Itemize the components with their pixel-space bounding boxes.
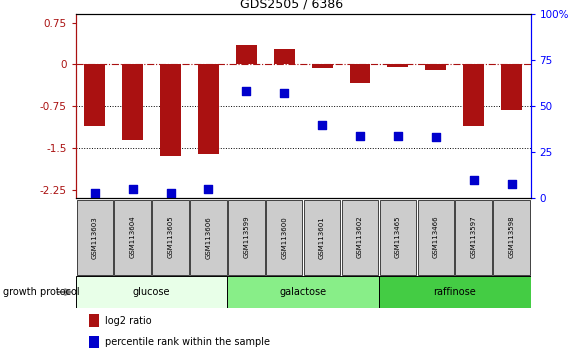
Bar: [160, 64, 181, 156]
Point: [317, 122, 326, 127]
Bar: [76, 276, 227, 308]
Text: GSM113602: GSM113602: [357, 216, 363, 258]
Point: [469, 177, 478, 183]
Point: [393, 133, 402, 138]
Bar: [350, 64, 370, 83]
Bar: [190, 200, 227, 275]
Text: glucose: glucose: [133, 287, 170, 297]
Bar: [342, 200, 378, 275]
Bar: [426, 64, 446, 70]
Bar: [228, 200, 265, 275]
Point: [128, 186, 138, 192]
Text: GSM113465: GSM113465: [395, 216, 401, 258]
Text: GSM113603: GSM113603: [92, 216, 98, 258]
Bar: [463, 64, 484, 126]
Text: GDS2505 / 6386: GDS2505 / 6386: [240, 0, 343, 11]
Bar: [417, 200, 454, 275]
Bar: [198, 64, 219, 154]
Text: GSM113597: GSM113597: [470, 216, 477, 258]
Bar: [388, 64, 408, 67]
Text: GSM113599: GSM113599: [243, 216, 250, 258]
Bar: [236, 45, 257, 64]
Bar: [114, 200, 151, 275]
Bar: [312, 64, 332, 68]
Text: GSM113606: GSM113606: [205, 216, 212, 258]
Bar: [227, 276, 379, 308]
Bar: [304, 200, 340, 275]
Text: percentile rank within the sample: percentile rank within the sample: [106, 337, 271, 347]
Bar: [501, 64, 522, 110]
Point: [204, 186, 213, 192]
Point: [166, 190, 175, 195]
Bar: [122, 64, 143, 140]
Text: galactose: galactose: [280, 287, 326, 297]
Bar: [152, 200, 189, 275]
Bar: [380, 200, 416, 275]
Text: GSM113598: GSM113598: [508, 216, 515, 258]
Bar: [89, 336, 100, 348]
Bar: [455, 200, 492, 275]
Text: GSM113600: GSM113600: [281, 216, 287, 258]
Text: GSM113601: GSM113601: [319, 216, 325, 258]
Text: log2 ratio: log2 ratio: [106, 316, 152, 326]
Text: GSM113466: GSM113466: [433, 216, 439, 258]
Bar: [85, 64, 105, 126]
Point: [90, 190, 99, 195]
Text: raffinose: raffinose: [433, 287, 476, 297]
Point: [431, 135, 441, 140]
Bar: [493, 200, 530, 275]
Point: [241, 88, 251, 94]
Bar: [89, 314, 100, 327]
Point: [279, 91, 289, 96]
Bar: [379, 276, 531, 308]
Bar: [274, 49, 294, 64]
Text: growth protocol: growth protocol: [3, 287, 79, 297]
Text: GSM113605: GSM113605: [167, 216, 174, 258]
Point: [355, 133, 365, 138]
Bar: [266, 200, 303, 275]
Point: [507, 181, 517, 186]
Bar: [76, 200, 113, 275]
Text: GSM113604: GSM113604: [129, 216, 136, 258]
